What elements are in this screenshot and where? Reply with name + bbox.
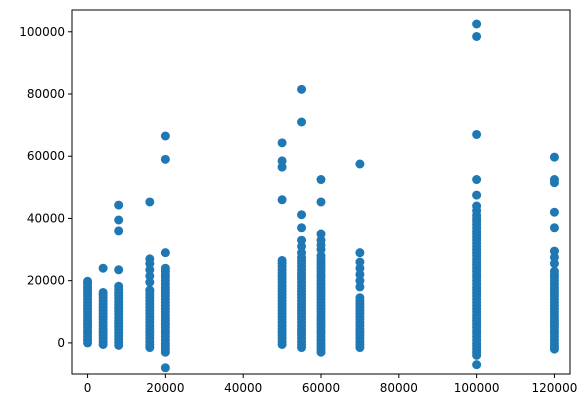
data-point <box>145 277 155 287</box>
data-point <box>355 263 365 273</box>
data-point <box>145 265 155 275</box>
data-point <box>145 285 155 295</box>
data-point <box>355 282 365 292</box>
y-tick-label: 100000 <box>19 25 65 39</box>
data-point <box>549 266 559 276</box>
data-point <box>355 276 365 286</box>
data-point <box>549 246 559 256</box>
data-point <box>145 271 155 281</box>
data-point <box>160 363 170 373</box>
data-point <box>355 269 365 279</box>
data-point <box>549 259 559 269</box>
data-point <box>297 84 307 94</box>
data-point <box>98 263 108 273</box>
data-point <box>472 175 482 185</box>
data-point <box>83 276 93 286</box>
x-tick-label: 120000 <box>532 381 578 395</box>
data-point <box>297 248 307 258</box>
y-tick-label: 60000 <box>27 149 65 163</box>
y-tick-label: 80000 <box>27 87 65 101</box>
data-point <box>277 195 287 205</box>
data-point <box>297 223 307 233</box>
x-tick-label: 80000 <box>380 381 418 395</box>
data-point <box>114 226 124 236</box>
data-point <box>549 207 559 217</box>
data-point <box>114 200 124 210</box>
data-point <box>472 19 482 29</box>
data-point <box>472 190 482 200</box>
data-point <box>472 360 482 370</box>
data-point <box>297 210 307 220</box>
data-point <box>277 138 287 148</box>
data-point <box>297 235 307 245</box>
data-point <box>549 175 559 185</box>
x-tick-label: 60000 <box>302 381 340 395</box>
x-tick-label: 0 <box>84 381 92 395</box>
data-point <box>355 293 365 303</box>
data-point <box>316 235 326 245</box>
data-point <box>114 265 124 275</box>
data-point <box>145 197 155 207</box>
y-tick-label: 0 <box>57 336 65 350</box>
data-point <box>277 156 287 166</box>
x-tick-label: 100000 <box>454 381 500 395</box>
data-point <box>277 162 287 172</box>
data-point <box>297 117 307 127</box>
data-point <box>472 201 482 211</box>
data-point <box>472 31 482 41</box>
data-point <box>549 252 559 262</box>
x-tick-label: 40000 <box>224 381 262 395</box>
data-point <box>316 197 326 207</box>
data-point <box>355 159 365 169</box>
data-point <box>316 175 326 185</box>
data-point <box>114 215 124 225</box>
y-axis: 0 20000 40000 60000 80000 100000 <box>19 25 72 350</box>
data-point <box>549 152 559 162</box>
data-point <box>160 263 170 273</box>
x-tick-label: 20000 <box>146 381 184 395</box>
data-point <box>160 248 170 258</box>
data-point <box>355 248 365 258</box>
data-point <box>472 129 482 139</box>
data-point <box>160 154 170 164</box>
data-point <box>114 281 124 291</box>
plot-frame <box>71 9 571 375</box>
points-layer <box>83 19 559 373</box>
x-axis: 0 20000 40000 60000 80000 100000 120000 <box>84 374 578 395</box>
y-tick-label: 20000 <box>27 274 65 288</box>
data-point <box>145 254 155 264</box>
y-tick-label: 40000 <box>27 211 65 225</box>
data-point <box>355 257 365 267</box>
data-point <box>297 241 307 251</box>
data-point <box>316 229 326 239</box>
data-point <box>549 223 559 233</box>
data-point <box>277 255 287 265</box>
data-point <box>316 251 326 261</box>
data-point <box>98 287 108 297</box>
data-point <box>160 131 170 141</box>
